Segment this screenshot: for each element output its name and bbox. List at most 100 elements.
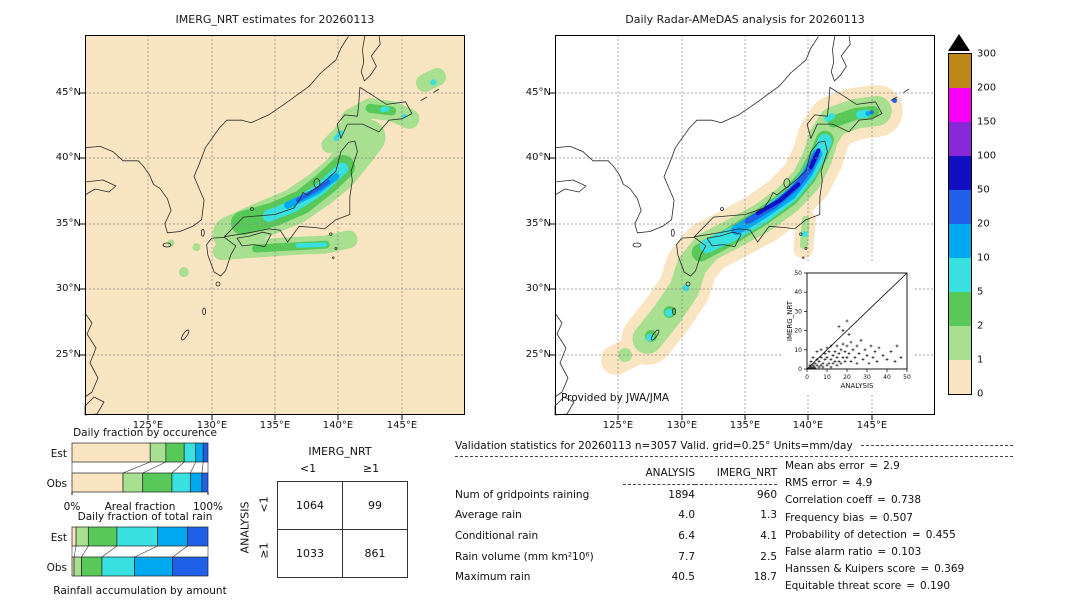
stats-title: Validation statistics for 20260113 n=305… [455,439,853,452]
lat-tick-label: 35°N [55,218,81,229]
metric-value: 0.738 [890,494,922,507]
svg-text:Est: Est [51,532,67,544]
stats-row-label: Num of gridpoints raining [455,488,590,501]
colorbar-label: 50 [977,184,990,196]
metric-label: Frequency bias [785,511,865,524]
lon-tick-label: 135°E [729,420,761,431]
lon-tick-label: 135°E [259,420,291,431]
metric-label: False alarm ratio [785,546,873,559]
stats-title-row: Validation statistics for 20260113 n=305… [455,438,1013,453]
stats-value: 7.7 [678,550,695,563]
lon-tick-label: 125°E [602,420,634,431]
lat-tick-label: 45°N [55,87,81,98]
lat-tick-label: 45°N [525,87,551,98]
lon-tick-label: 140°E [792,420,824,431]
colorbar-segment [949,88,971,122]
equals-sign: = [877,494,886,507]
lon-tick-label: 145°E [856,420,888,431]
contingency-row-label: <1 [257,496,271,513]
stats-value: 6.4 [678,530,695,543]
metric-value: 0.190 [920,580,951,593]
right-map: 00 10 10 20 20 30 30 40 40 50 50 ANALYSIS IMERG_NRT [549,34,936,421]
metric-value: 0.507 [882,511,913,524]
occurrence-svg: Est Obs [47,442,209,495]
metric-row: Hanssen & Kuipers score = 0.369 [785,561,964,578]
lat-tick-label: 25°N [525,349,551,360]
svg-text:Obs: Obs [47,478,67,490]
metric-label: Correlation coeff [785,494,873,507]
svg-text:20: 20 [843,374,851,381]
metric-row: Frequency bias = 0.507 [785,510,964,527]
contingency-cell: 1033 [277,529,343,578]
left-precipitation-layer [167,68,446,278]
validation-stats: Validation statistics for 20260113 n=305… [455,438,1013,608]
left-map [79,34,466,421]
colorbar-segment [949,122,971,156]
svg-text:40: 40 [883,374,891,381]
equals-sign: = [906,580,916,593]
colorbar-label: 5 [977,286,984,298]
metric-label: RMS error [785,477,837,490]
occurrence-title: Daily fraction by occurence [73,427,217,439]
contingency-col-label: <1 [299,462,317,475]
totalrain-chart: Daily fraction of total rain Est Obs Rain… [40,511,250,599]
stats-value: 4.0 [678,509,695,522]
stats-row-label: Average rain [455,509,522,522]
dash-divider [860,445,1013,446]
axis-right-label: 100% [192,501,224,513]
axis-left-label: 0% [63,501,81,513]
colorbar-label: 300 [977,48,997,60]
lat-tick-label: 30°N [55,283,81,294]
contingency-row-label: ≥1 [257,542,271,559]
metric-value: 0.103 [891,546,922,559]
metric-label: Probability of detection [785,528,907,541]
lat-tick-label: 35°N [525,218,551,229]
stats-value: 1894 [668,488,695,501]
lat-tick-label: 30°N [525,283,551,294]
metric-value: 2.9 [883,460,900,472]
metric-label: Mean abs error [785,460,865,472]
metric-row: Equitable threat score = 0.190 [785,578,964,595]
svg-text:40: 40 [794,289,802,296]
equals-sign: = [920,563,930,576]
colorbar-label: 1 [977,354,984,366]
colorbar-label: 200 [977,82,997,94]
stats-value: 40.5 [671,571,695,584]
contingency-col-header: IMERG_NRT [308,445,372,458]
svg-text:20: 20 [794,328,802,335]
metric-row: Probability of detection = 0.455 [785,527,964,544]
equals-sign: = [877,546,887,559]
contingency-table: IMERG_NRT <1 ≥1 ANALYSIS <1 ≥1 1064 99 1… [235,445,415,590]
lon-tick-label: 145°E [386,420,418,431]
colorbar-label: 2 [977,320,984,332]
stats-value: 18.7 [753,571,777,584]
stats-table: ANALYSIS IMERG_NRT Num of gridpoints rai… [455,463,777,588]
occurrence-chart: Daily fraction by occurence Est Obs 0% Ar… [40,427,250,515]
metric-row: Correlation coeff = 0.738 [785,492,964,509]
stats-row-label: Rain volume (mm km²10⁶) [455,550,594,563]
colorbar-label: 100 [977,150,997,162]
totalrain-bottom-label: Rainfall accumulation by amount [53,585,227,597]
stats-row-label: Conditional rain [455,530,539,543]
equals-sign: = [911,528,921,541]
colorbar: 300 200 150 100 50 20 10 5 2 1 0 [948,34,1018,414]
totalrain-title: Daily fraction of total rain [77,511,213,523]
svg-text:30: 30 [794,308,802,315]
map-credit: Provided by JWA/JMA [561,392,670,404]
lat-tick-label: 25°N [55,349,81,360]
stats-col-header: IMERG_NRT [695,463,777,485]
svg-text:30: 30 [863,374,871,381]
equals-sign: = [869,511,878,524]
lat-tick-label: 40°N [55,152,81,163]
svg-text:0: 0 [805,374,809,381]
stats-row-label: Maximum rain [455,571,531,584]
occurrence-axis: 0% Areal fraction 100% [40,501,250,515]
equals-sign: = [841,477,851,490]
right-map-title: Daily Radar-AMeDAS analysis for 20260113 [625,13,865,26]
inset-plot: 00 10 10 20 20 30 30 40 40 50 50 ANALYSIS IMERG_NRT [781,263,915,395]
colorbar-segment [949,326,971,360]
colorbar-labels: 300 200 150 100 50 20 10 5 2 1 0 [977,49,1011,400]
svg-text:Est: Est [51,448,67,460]
metric-label: Equitable threat score [785,580,902,593]
